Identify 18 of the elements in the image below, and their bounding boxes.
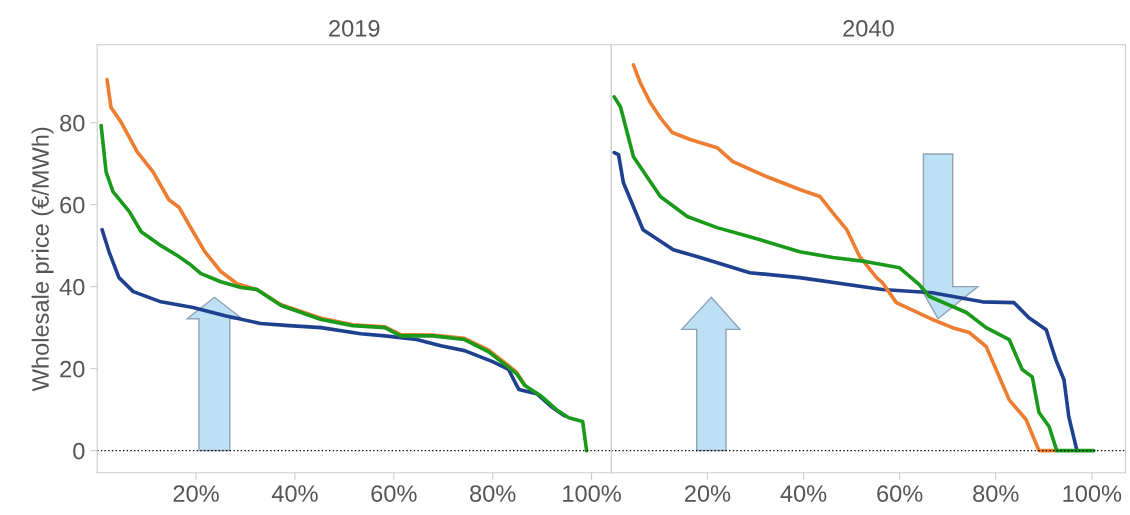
x-tick-label: 40% — [780, 485, 827, 502]
y-tick-label: 20 — [60, 360, 85, 378]
x-tick-label: 40% — [271, 485, 318, 502]
chart-title: 2040 — [843, 19, 894, 37]
y-axis-title: Wholesale price (€/MWh) — [31, 127, 54, 392]
x-tick-label: 80% — [470, 485, 516, 502]
y-tick-label: 0 — [73, 442, 85, 460]
y-tick-label: 60 — [60, 196, 85, 214]
x-tick-label: 60% — [877, 485, 923, 502]
x-tick-label: 100% — [1063, 485, 1122, 502]
x-tick-label: 60% — [371, 485, 417, 502]
x-tick-label: 80% — [973, 485, 1019, 502]
y-tick-label: 80 — [60, 114, 85, 132]
x-tick-label: 20% — [684, 485, 731, 502]
y-tick-label: 40 — [59, 278, 85, 296]
x-tick-label: 20% — [173, 485, 219, 502]
chart-title: 2019 — [329, 19, 380, 37]
x-tick-label: 100% — [563, 485, 621, 502]
